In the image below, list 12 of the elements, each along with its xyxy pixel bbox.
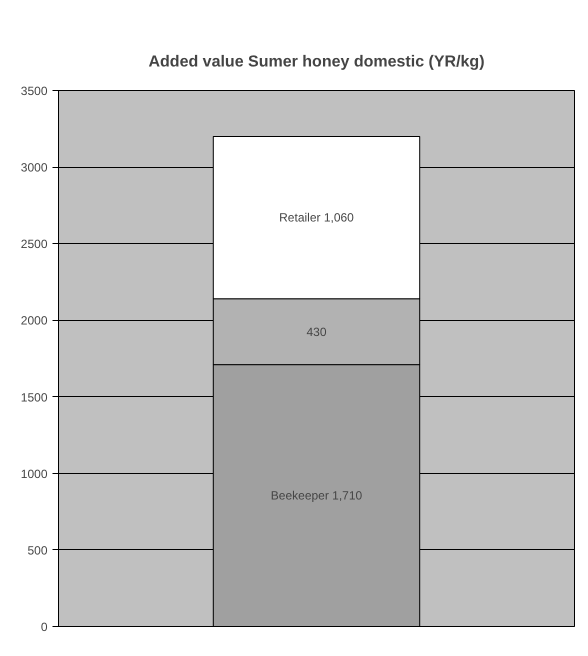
data-label: Beekeeper 1,710	[270, 488, 363, 503]
y-tick-label: 1000	[20, 466, 48, 481]
y-tick-label: 0	[40, 620, 48, 634]
data-label: 430	[306, 325, 327, 340]
y-tick-label: 3000	[20, 160, 48, 175]
y-tick-label: 2000	[20, 314, 48, 328]
y-tick-label: 1500	[20, 390, 48, 404]
y-tick-label: 500	[27, 543, 48, 558]
data-label: Retailer 1,060	[279, 210, 354, 225]
y-tick-label: 3500	[20, 84, 48, 98]
y-tick-label: 2500	[20, 237, 48, 252]
chart-title: Added value Sumer honey domestic (YR/kg)	[148, 54, 485, 70]
